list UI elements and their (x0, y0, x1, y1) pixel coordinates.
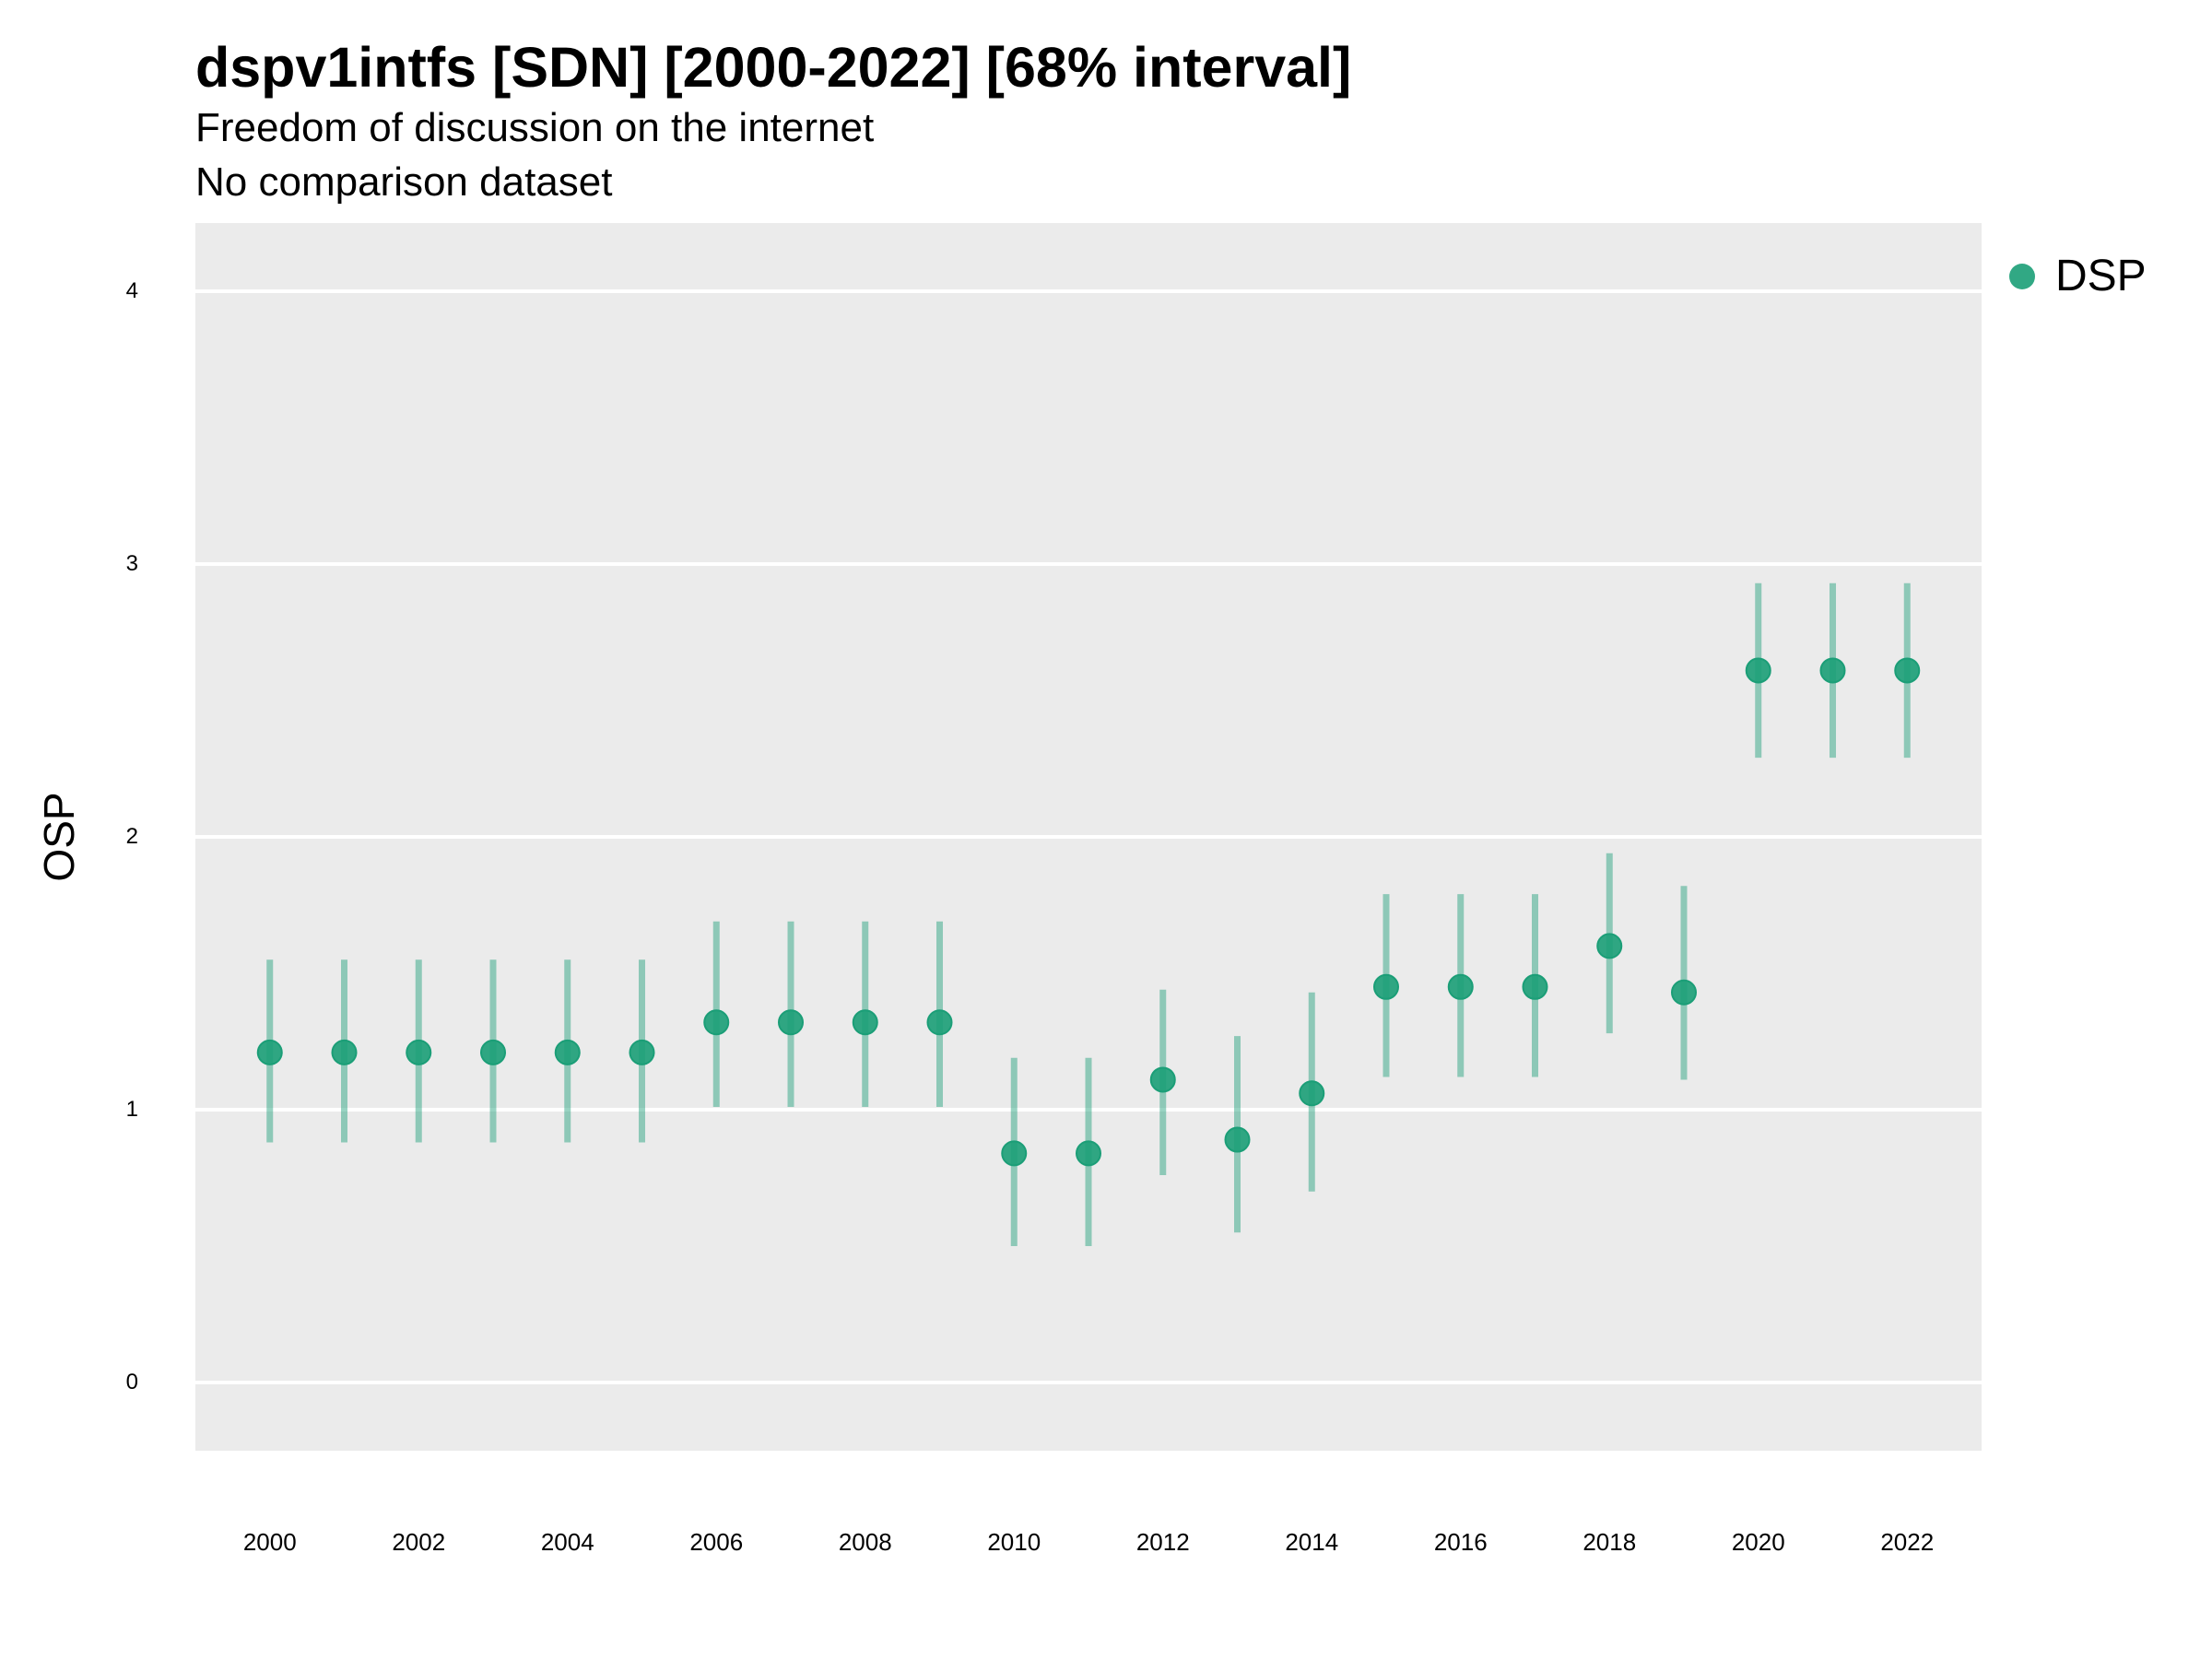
chart-caption: No comparison dataset (195, 159, 613, 205)
x-tick-label: 2002 (392, 1528, 445, 1556)
data-point (480, 1039, 506, 1065)
data-point (1224, 1126, 1251, 1153)
data-point (256, 1039, 283, 1065)
y-tick-label: 4 (126, 278, 138, 303)
legend: DSP (2009, 251, 2147, 301)
y-tick-label: 3 (126, 551, 138, 576)
data-point (1819, 657, 1846, 684)
legend-label: DSP (2055, 252, 2147, 300)
y-tick-label: 1 (126, 1097, 138, 1122)
data-point (1076, 1140, 1101, 1167)
x-tick-label: 2020 (1732, 1528, 1785, 1556)
data-point (629, 1039, 655, 1065)
data-point (1894, 657, 1921, 684)
data-point (703, 1009, 730, 1036)
data-point (1373, 973, 1399, 1000)
x-tick-label: 2014 (1285, 1528, 1338, 1556)
data-point (406, 1039, 432, 1065)
x-tick-label: 2022 (1880, 1528, 1934, 1556)
data-point (331, 1039, 358, 1065)
data-point (1522, 973, 1548, 1000)
data-point (926, 1009, 953, 1036)
data-point (1299, 1080, 1325, 1107)
x-tick-label: 2016 (1434, 1528, 1488, 1556)
y-tick-label: 0 (126, 1370, 138, 1394)
x-tick-label: 2006 (689, 1528, 743, 1556)
x-tick-label: 2008 (839, 1528, 892, 1556)
data-point (1149, 1066, 1176, 1093)
data-point (1745, 657, 1771, 684)
data-point (1447, 973, 1474, 1000)
x-tick-label: 2012 (1136, 1528, 1190, 1556)
y-axis-label: OSP (35, 792, 83, 881)
chart-title: dspv1intfs [SDN] [2000-2022] [68% interv… (195, 36, 1352, 99)
data-point (1596, 933, 1623, 959)
legend-marker-icon (2009, 263, 2035, 289)
x-tick-label: 2010 (987, 1528, 1041, 1556)
x-tick-label: 2018 (1583, 1528, 1636, 1556)
chart-subtitle: Freedom of discussion on the internet (195, 105, 875, 150)
y-tick-label: 2 (126, 824, 138, 849)
data-point (778, 1009, 804, 1036)
x-tick-label: 2004 (541, 1528, 594, 1556)
data-point (1001, 1140, 1028, 1167)
x-tick-label: 2000 (243, 1528, 297, 1556)
data-point (554, 1039, 581, 1065)
data-point (852, 1009, 878, 1036)
data-point (1671, 979, 1697, 1006)
